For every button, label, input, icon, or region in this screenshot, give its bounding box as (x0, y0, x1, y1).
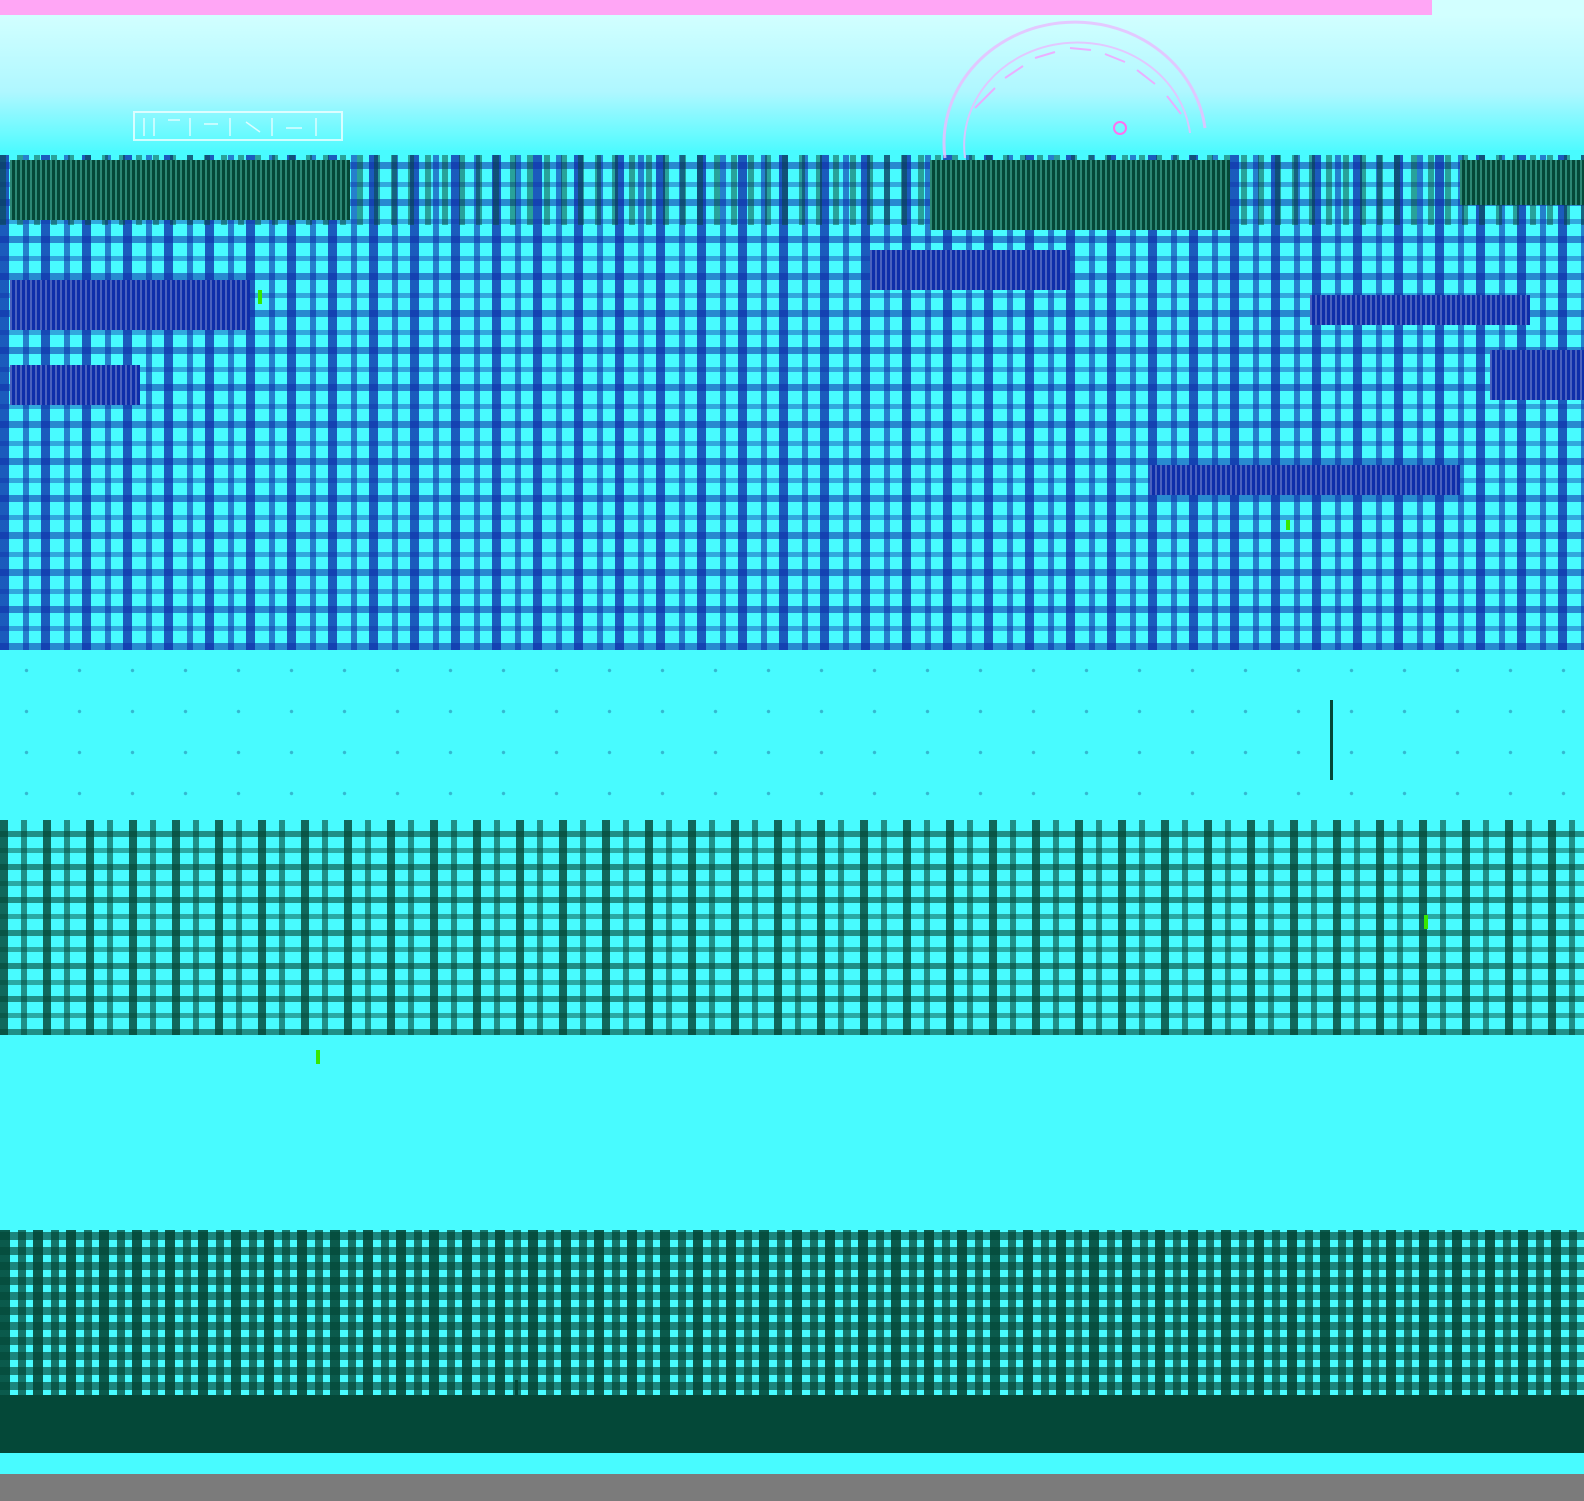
bottom-gray-margin (0, 1474, 1584, 1501)
header-band (0, 15, 1584, 155)
top-color-strip-end (1432, 0, 1584, 15)
bottom-cyan-line-left (0, 1466, 540, 1474)
noise-highlight (10, 160, 350, 220)
top-color-strip (0, 0, 1432, 15)
accent-mark (258, 290, 262, 304)
bottom-cyan-line (540, 1453, 1584, 1463)
noise-text-block-1 (0, 155, 1584, 650)
noise-highlight (1310, 295, 1530, 325)
accent-mark (316, 1050, 320, 1064)
noise-highlight (1150, 465, 1460, 495)
vertical-stroke (515, 1380, 518, 1430)
accent-mark (1286, 520, 1290, 530)
noise-highlight (930, 160, 1230, 230)
accent-mark (1424, 915, 1428, 929)
noise-highlight (870, 250, 1070, 290)
noise-text-block-2 (0, 820, 1584, 1035)
noise-highlight (1490, 350, 1584, 400)
vertical-stroke (1330, 700, 1333, 780)
sparse-noise-area (0, 650, 1584, 820)
noise-highlight (10, 365, 140, 405)
noise-highlight (1460, 160, 1584, 205)
circular-seal-icon (942, 20, 1207, 159)
noise-highlight (10, 280, 250, 330)
dark-footer-band (0, 1395, 1584, 1453)
header-stamp-box (133, 111, 343, 141)
